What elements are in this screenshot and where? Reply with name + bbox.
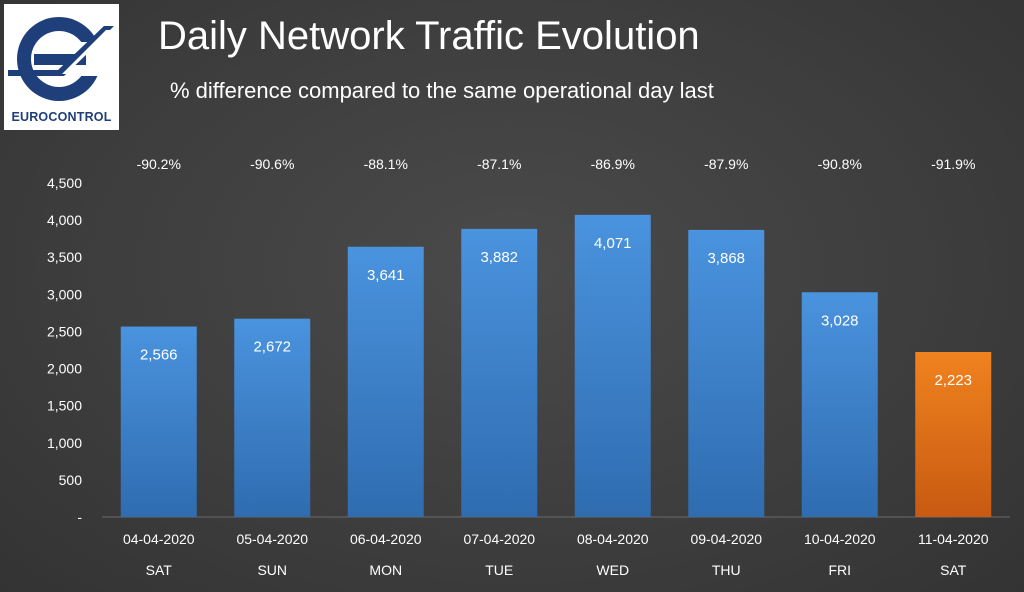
eurocontrol-emblem-icon: [8, 17, 114, 101]
pct-diff-label: -86.9%: [591, 156, 635, 172]
bar-value-label: 2,566: [140, 347, 178, 364]
x-day-label: SAT: [940, 562, 967, 578]
y-tick-label: 3,500: [47, 249, 82, 265]
pct-diff-label: -90.8%: [818, 156, 862, 172]
y-tick-label: -: [77, 509, 82, 525]
x-day-label: WED: [596, 562, 629, 578]
bar: [574, 214, 651, 517]
y-tick-label: 4,000: [47, 212, 82, 228]
pct-diff-label: -90.2%: [137, 156, 181, 172]
bar-value-label: 3,868: [707, 250, 745, 267]
bar-value-label: 3,028: [821, 312, 859, 329]
chart-plot-area: - 500 1,000 1,500 2,000 2,500 3,000 3,500 4,000 4…: [47, 156, 1010, 578]
bar: [801, 292, 878, 517]
bar-value-label: 2,223: [934, 372, 972, 389]
bar: [461, 228, 538, 518]
pct-diff-label: -88.1%: [364, 156, 408, 172]
x-tick-label: 11-04-2020: [918, 531, 989, 547]
x-day-label: THU: [712, 562, 741, 578]
bar: [347, 246, 424, 517]
x-tick-label: 05-04-2020: [236, 531, 308, 547]
y-tick-label: 1,500: [47, 398, 82, 414]
x-tick-label: 08-04-2020: [577, 531, 649, 547]
y-tick-label: 1,000: [47, 435, 82, 451]
pct-diff-label: -87.9%: [704, 156, 748, 172]
bar-value-label: 4,071: [594, 235, 632, 252]
pct-diff-label: -87.1%: [477, 156, 521, 172]
chart-subtitle: % difference compared to the same operat…: [170, 78, 714, 103]
x-tick-label: 06-04-2020: [350, 531, 422, 547]
x-tick-label: 10-04-2020: [804, 531, 876, 547]
x-day-label: SUN: [257, 562, 287, 578]
bar: [120, 326, 197, 517]
y-tick-label: 2,000: [47, 361, 82, 377]
bar: [234, 318, 311, 517]
y-tick-label: 4,500: [47, 175, 82, 191]
bar-value-label: 3,641: [367, 267, 405, 284]
eurocontrol-logo: EUROCONTROL: [4, 4, 119, 130]
chart-title: Daily Network Traffic Evolution: [158, 14, 700, 58]
x-day-label: FRI: [828, 562, 851, 578]
x-day-label: TUE: [485, 562, 513, 578]
y-tick-label: 2,500: [47, 323, 82, 339]
x-tick-label: 07-04-2020: [463, 531, 535, 547]
x-tick-label: 09-04-2020: [690, 531, 762, 547]
bar: [688, 229, 765, 517]
pct-diff-label: -91.9%: [931, 156, 975, 172]
logo-wordmark: EUROCONTROL: [11, 110, 112, 124]
y-tick-label: 500: [59, 472, 83, 488]
bar-value-label: 3,882: [480, 249, 518, 266]
x-day-label: MON: [369, 562, 402, 578]
bar-value-label: 2,672: [253, 339, 291, 356]
x-tick-label: 04-04-2020: [123, 531, 195, 547]
bar: [915, 352, 992, 517]
x-day-label: SAT: [146, 562, 173, 578]
pct-diff-label: -90.6%: [250, 156, 294, 172]
y-tick-label: 3,000: [47, 286, 82, 302]
